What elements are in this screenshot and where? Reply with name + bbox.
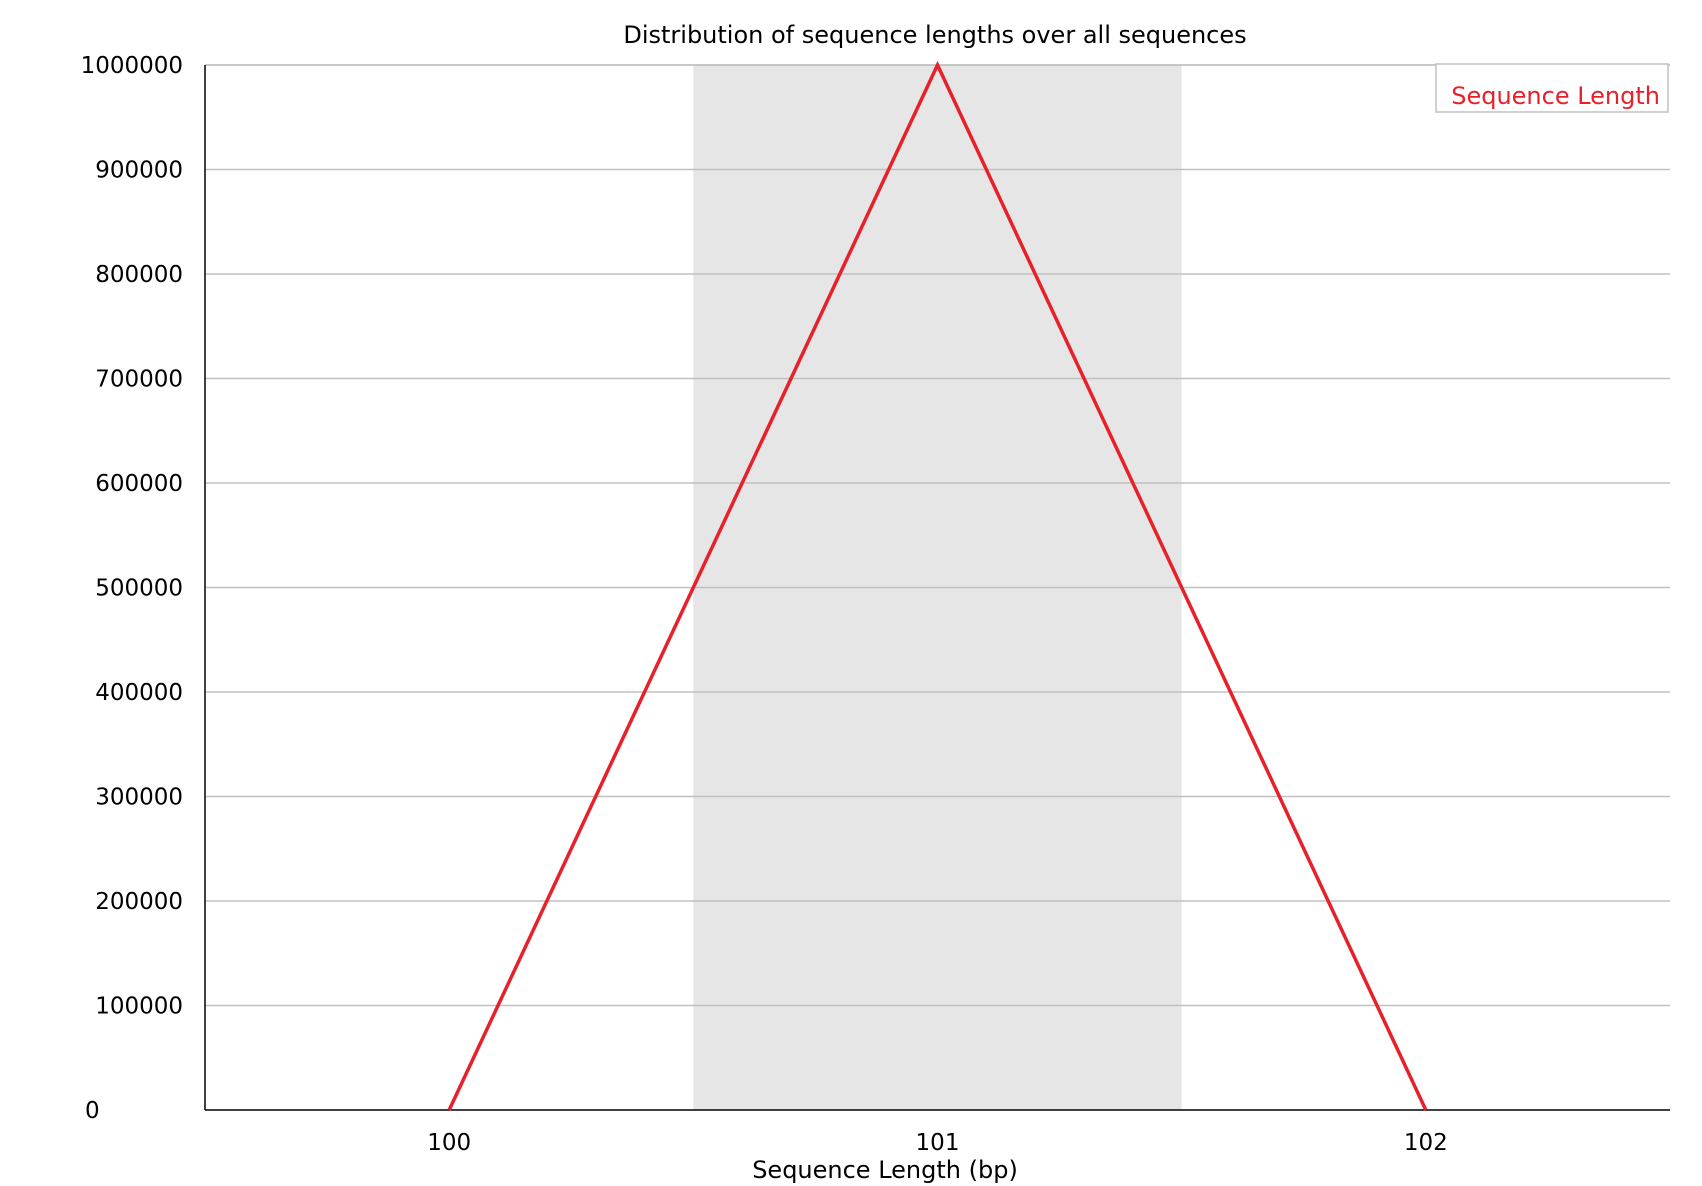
y-tick-label: 1000000 [81, 53, 183, 79]
y-tick-label: 300000 [95, 785, 183, 811]
x-axis-label: Sequence Length (bp) [752, 1156, 1018, 1184]
legend: Sequence Length [1435, 63, 1669, 113]
y-tick-label: 400000 [95, 680, 183, 706]
y-tick-label: 900000 [95, 158, 183, 184]
legend-entry: Sequence Length [1451, 82, 1660, 110]
series-line [447, 60, 1428, 1111]
chart-title: Distribution of sequence lengths over al… [623, 21, 1246, 49]
x-tick-label: 101 [916, 1130, 960, 1156]
x-tick-label: 100 [427, 1130, 471, 1156]
y-tick-label: 200000 [95, 889, 183, 915]
x-tick-labels: 100 101 102 [427, 1130, 1448, 1156]
y-tick-labels: 0 100000 200000 300000 400000 500000 600000 700… [81, 53, 183, 1124]
y-tick-label: 100000 [95, 994, 183, 1020]
y-tick-label: 500000 [95, 576, 183, 602]
series-lines [447, 60, 1428, 1111]
y-tick-label: 0 [85, 1098, 100, 1124]
y-tick-label: 800000 [95, 262, 183, 288]
y-tick-label: 600000 [95, 471, 183, 497]
y-tick-label: 700000 [95, 367, 183, 393]
x-tick-label: 102 [1404, 1130, 1448, 1156]
legend-box [1435, 63, 1669, 113]
